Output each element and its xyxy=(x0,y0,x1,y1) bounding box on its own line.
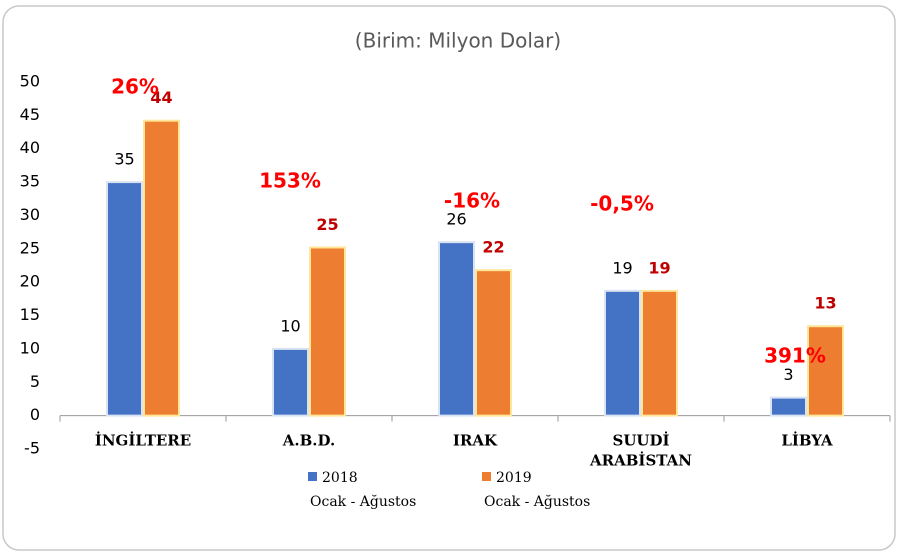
annotation: 26% xyxy=(111,75,159,99)
y-tick-label: 35 xyxy=(20,172,40,191)
x-tick-label: A.B.D. xyxy=(282,432,335,450)
value-label: 25 xyxy=(316,215,338,234)
annotation: 153% xyxy=(259,169,321,193)
bar xyxy=(475,269,512,417)
bar xyxy=(807,325,844,417)
value-label: 19 xyxy=(612,258,632,277)
value-label: 44 xyxy=(150,88,172,107)
x-tick-label: İNGİLTERE xyxy=(95,431,191,450)
bar xyxy=(309,246,346,417)
x-tick-label: LİBYA xyxy=(781,431,833,450)
bar xyxy=(438,241,475,417)
y-tick-label: 50 xyxy=(20,72,40,91)
value-label: 26 xyxy=(446,210,466,229)
x-tick-label: IRAK xyxy=(453,432,498,450)
bar xyxy=(770,396,807,417)
y-tick-label: 30 xyxy=(20,205,40,224)
bar xyxy=(272,347,309,417)
annotation: 391% xyxy=(764,344,826,368)
value-label: 19 xyxy=(648,258,670,277)
legend-swatch xyxy=(482,472,491,481)
y-tick-label: 40 xyxy=(20,138,40,157)
x-tick-label: SUUDİ ARABİSTAN xyxy=(589,431,692,470)
bar xyxy=(604,289,641,417)
chart-title: (Birim: Milyon Dolar) xyxy=(355,29,561,53)
legend-swatch xyxy=(308,472,317,481)
annotation: -16% xyxy=(444,189,500,213)
value-label: 13 xyxy=(814,294,836,313)
y-tick-label: 15 xyxy=(20,305,40,324)
y-tick-label: 0 xyxy=(30,405,40,424)
bar xyxy=(143,119,180,417)
bar xyxy=(641,289,678,417)
y-tick-label: 5 xyxy=(30,372,40,391)
legend-label: 2018 Ocak - Ağustos xyxy=(310,470,416,510)
y-tick-label: 45 xyxy=(20,105,40,124)
legend-label: 2019 Ocak - Ağustos xyxy=(484,470,590,510)
value-label: 35 xyxy=(114,150,134,169)
y-tick-label: 10 xyxy=(20,338,40,357)
y-tick-label: 25 xyxy=(20,238,40,257)
y-tick-label: -5 xyxy=(24,439,40,458)
bar xyxy=(106,181,143,417)
value-label: 22 xyxy=(482,238,504,257)
annotation: -0,5% xyxy=(590,192,654,216)
value-label: 3 xyxy=(783,365,793,384)
y-tick-label: 20 xyxy=(20,272,40,291)
value-label: 10 xyxy=(280,316,300,335)
